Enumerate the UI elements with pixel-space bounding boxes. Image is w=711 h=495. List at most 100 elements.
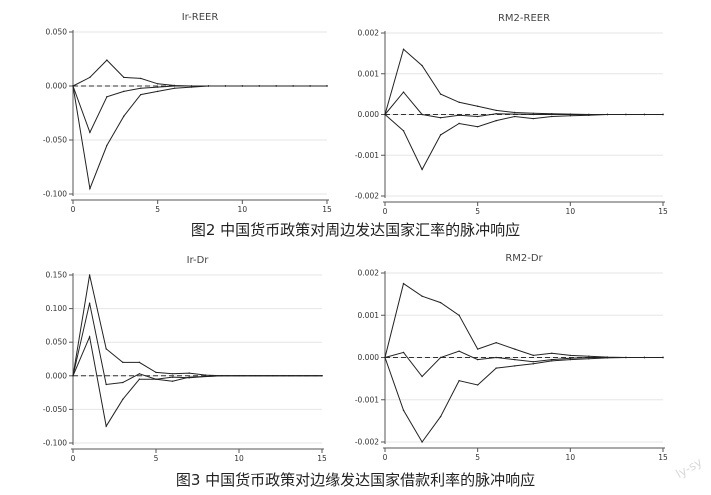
x-tick-label: 15 — [658, 207, 668, 216]
series-2-point — [258, 85, 260, 87]
series-0-point — [514, 111, 516, 114]
series-line-0 — [384, 282, 663, 358]
series-2-point — [309, 85, 311, 87]
panel-rm2-dr: 0.002 0.001 0.000 -0.001 -0.002 0 5 10 15 RM2-Dr — [355, 253, 668, 462]
y-tick-label: 0.000 — [358, 353, 380, 362]
series-2-point — [588, 358, 590, 360]
series-0-point — [495, 109, 497, 112]
series-1-point — [495, 356, 497, 359]
series-2-point — [569, 115, 572, 117]
series-0-point — [89, 76, 91, 79]
series-0-point — [105, 348, 107, 350]
series-1-point — [402, 91, 405, 93]
y-tick-label: 0.001 — [358, 69, 380, 78]
x-tick-label: 0 — [383, 207, 388, 216]
series-0-point — [106, 59, 108, 61]
series-1-point — [569, 113, 572, 116]
series-2-point — [458, 122, 460, 125]
series-2-point — [495, 119, 497, 122]
series-2-point — [171, 380, 174, 382]
series-1-point — [495, 112, 497, 115]
series-2-point — [421, 441, 423, 443]
series-0-point — [514, 348, 516, 350]
series-2-point — [532, 363, 534, 365]
y-tick-label: -0.050 — [43, 136, 67, 145]
x-tick-label: 10 — [566, 453, 576, 462]
series-1-point — [439, 356, 442, 359]
x-tick-label: 10 — [238, 205, 248, 214]
series-2-point — [643, 356, 646, 359]
series-2-point — [476, 384, 479, 386]
x-tick-label: 5 — [475, 453, 480, 462]
series-2-point — [625, 356, 627, 359]
x-tick-label: 5 — [475, 207, 480, 216]
series-1-point — [588, 356, 590, 359]
y-tick-label: 0.002 — [358, 269, 380, 278]
series-2-point — [221, 375, 224, 377]
series-0-point — [402, 48, 405, 50]
panel-ir-dr: 0.150 0.100 0.050 0.000 -0.050 -0.100 0 5 10 15 Ir… — [43, 255, 327, 463]
series-line-0 — [72, 274, 322, 377]
figure-3-caption: 图3 中国货币政策对边缘发达国家借款利率的脉冲响应 — [175, 471, 536, 489]
series-1-point — [476, 115, 479, 118]
series-2-point — [384, 356, 386, 359]
series-2-point — [439, 134, 442, 136]
y-tick-label: -0.002 — [355, 438, 379, 447]
series-2-point — [662, 356, 664, 359]
series-line-1 — [384, 91, 663, 119]
y-tick-label: -0.100 — [43, 190, 67, 199]
series-1-point — [156, 86, 159, 88]
series-1-point — [532, 361, 534, 363]
series-2-point — [384, 113, 386, 116]
series-2-point — [238, 375, 240, 377]
series-2-point — [495, 367, 497, 369]
series-1-point — [569, 357, 572, 360]
series-2-point — [551, 115, 553, 118]
series-line-2 — [384, 114, 663, 171]
x-tick-label: 15 — [658, 453, 668, 462]
series-1-point — [551, 113, 553, 116]
series-1-point — [476, 358, 479, 361]
y-tick-label: -0.001 — [355, 395, 379, 404]
series-line-2 — [384, 357, 663, 443]
series-0-point — [402, 282, 405, 285]
series-line-2 — [72, 335, 322, 428]
series-line-2 — [72, 85, 327, 191]
series-2-point — [173, 87, 176, 89]
x-tick-label: 15 — [317, 454, 327, 463]
series-2-point — [122, 398, 124, 401]
series-2-point — [606, 113, 609, 116]
series-2-point — [106, 144, 108, 147]
series-2-point — [551, 360, 553, 362]
y-tick-label: 0.000 — [358, 110, 380, 119]
series-2-point — [156, 90, 159, 93]
y-tick-label: 0.100 — [46, 304, 68, 313]
series-2-point — [89, 187, 91, 190]
series-2-point — [326, 85, 328, 87]
series-2-point — [188, 376, 190, 378]
x-tick-label: 5 — [155, 205, 160, 214]
series-1-point — [514, 358, 516, 361]
series-0-point — [458, 314, 460, 316]
series-2-point — [72, 375, 74, 377]
series-1-point — [140, 87, 142, 89]
y-tick-label: -0.050 — [43, 405, 67, 414]
panel-title: Ir-Dr — [187, 255, 210, 266]
y-tick-label: -0.002 — [355, 192, 379, 201]
series-2-point — [588, 114, 590, 117]
series-1-point — [190, 85, 193, 87]
series-2-point — [643, 113, 646, 116]
series-0-point — [569, 354, 572, 357]
series-1-point — [105, 383, 107, 386]
series-0-point — [458, 101, 460, 103]
series-2-point — [402, 409, 405, 412]
figure-2-caption: 图2 中国货币政策对周边发达国家汇率的脉冲响应 — [190, 221, 521, 239]
series-2-point — [207, 85, 210, 87]
series-2-point — [625, 113, 627, 116]
series-2-point — [514, 365, 516, 367]
series-0-point — [421, 295, 423, 297]
x-tick-label: 10 — [234, 454, 244, 463]
series-2-point — [514, 115, 516, 118]
y-tick-label: 0.050 — [46, 338, 68, 347]
series-2-point — [439, 415, 442, 418]
